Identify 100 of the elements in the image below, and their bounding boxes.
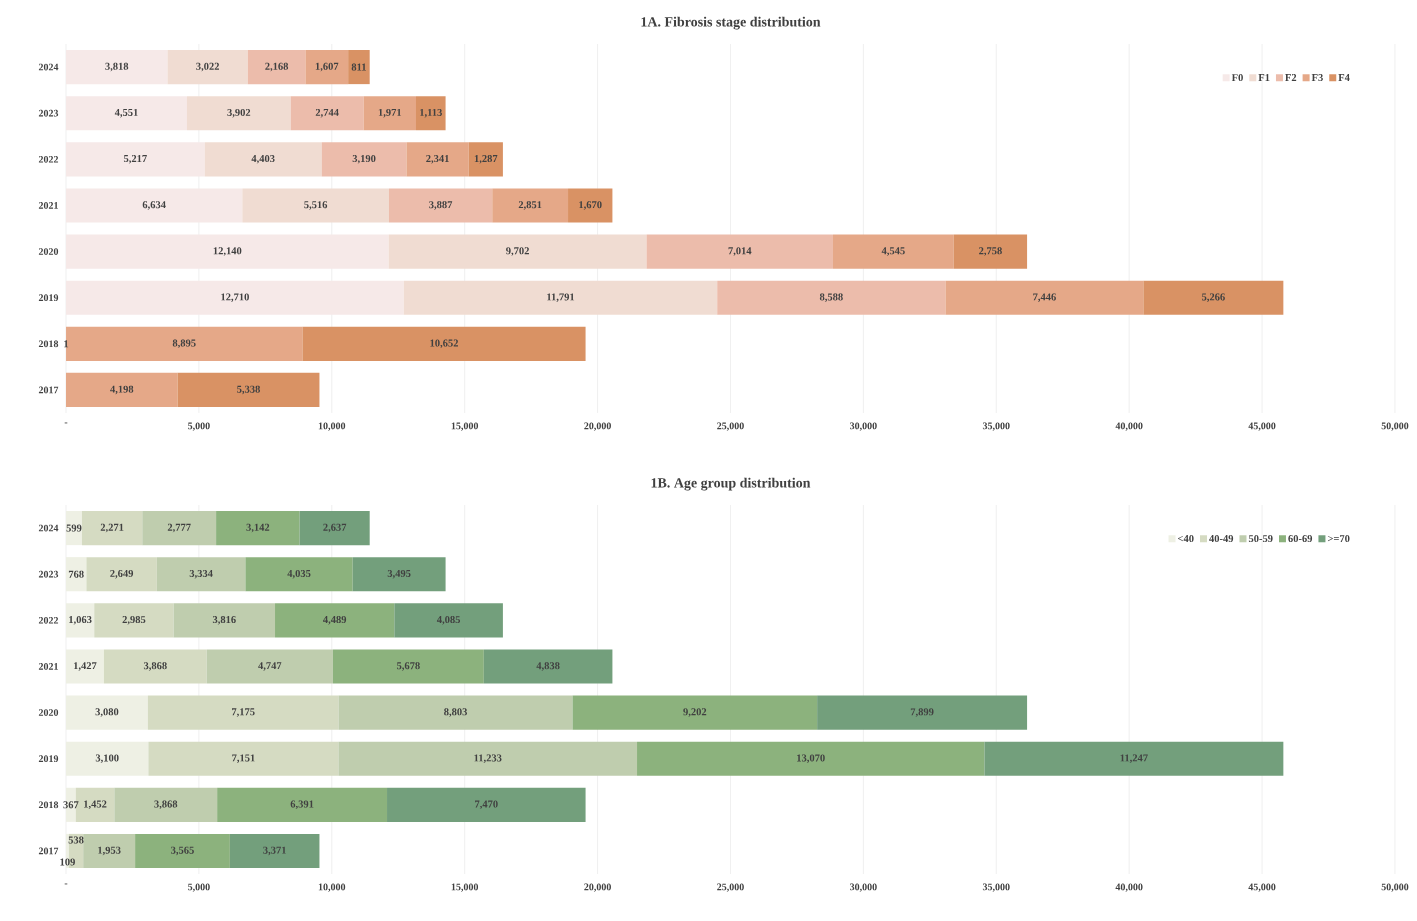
data-label: 9,202 [683, 708, 707, 717]
bar [177, 372, 320, 407]
chart-title: 1A. Fibrosis stage distribution [641, 16, 821, 30]
data-label: 13,070 [797, 754, 825, 763]
x-tick-label: 20,000 [584, 422, 611, 431]
x-tick-label: 35,000 [982, 883, 1010, 892]
data-label: 2,649 [110, 569, 134, 579]
bar [66, 50, 168, 85]
bar [66, 96, 187, 131]
y-tick-label: 2017 [38, 847, 59, 855]
chart-title: 1B. Age group distribution [651, 477, 811, 491]
bar [363, 96, 416, 131]
bar [156, 557, 246, 592]
bar [148, 741, 339, 776]
data-label: 3,868 [143, 662, 167, 671]
bar [204, 142, 322, 177]
data-label: 12,710 [221, 293, 249, 302]
data-label: 2,271 [100, 523, 124, 533]
bar [299, 511, 370, 546]
data-label: 5,678 [396, 662, 420, 671]
y-tick-label: 2022 [38, 616, 59, 624]
bar [114, 787, 218, 822]
bar [216, 511, 300, 546]
legend-label: F4 [1338, 74, 1350, 81]
data-label: 1 [64, 340, 69, 348]
data-label: 4,035 [287, 569, 311, 579]
bar [94, 603, 174, 638]
bar [953, 234, 1028, 269]
bar [338, 741, 638, 776]
data-label: 1,063 [69, 616, 92, 625]
bar [403, 280, 718, 315]
x-tick-label: 20,000 [584, 883, 611, 892]
bar [66, 188, 243, 223]
y-tick-label: 2021 [38, 202, 58, 209]
data-label: 1,287 [474, 155, 498, 164]
bar [321, 142, 407, 177]
bar [406, 142, 469, 177]
bar [147, 695, 339, 730]
data-label: 12,140 [213, 247, 242, 256]
bar [242, 188, 389, 223]
bar [348, 50, 370, 85]
bar [66, 142, 205, 177]
bar [186, 96, 291, 131]
data-label: 2,168 [265, 62, 289, 72]
data-label: 2,341 [426, 155, 449, 164]
legend-label: 60-69 [1288, 535, 1313, 543]
y-tick-label: 2023 [38, 109, 59, 117]
bar [305, 50, 349, 85]
data-label: 538 [68, 836, 84, 844]
bar [388, 188, 493, 223]
bar [637, 741, 985, 776]
y-tick-label: 2021 [38, 663, 58, 670]
bar [387, 787, 586, 822]
bar [66, 280, 404, 315]
data-label: 4,551 [114, 108, 138, 118]
bar [66, 326, 303, 361]
x-tick-label: 10,000 [318, 422, 346, 431]
data-label: 2,637 [323, 523, 347, 533]
data-label: 10,652 [430, 339, 458, 349]
x-tick-label: - [64, 883, 68, 885]
x-tick-label: 15,000 [451, 883, 479, 892]
data-label: 3,868 [154, 800, 178, 810]
bar [945, 280, 1144, 315]
data-label: 1,607 [315, 62, 339, 72]
bar [142, 511, 217, 546]
bar [832, 234, 954, 269]
x-tick-label: - [64, 422, 68, 424]
data-label: 2,851 [518, 201, 542, 210]
data-label: 9,702 [506, 247, 529, 256]
y-tick-label: 2019 [38, 755, 59, 763]
data-label: 3,142 [246, 523, 270, 533]
data-label: 3,371 [263, 846, 286, 856]
legend-label: F2 [1285, 74, 1297, 81]
bar [229, 833, 320, 869]
data-label: 1,670 [579, 201, 602, 210]
bar [415, 96, 446, 131]
bar [86, 557, 157, 592]
data-label: 4,403 [251, 155, 275, 164]
bar [492, 188, 569, 223]
data-label: 5,266 [1201, 293, 1225, 302]
data-label: 2,744 [315, 108, 339, 118]
data-label: 7,151 [232, 754, 255, 763]
y-tick-label: 2020 [38, 709, 59, 716]
data-label: 7,470 [475, 800, 498, 810]
x-tick-label: 50,000 [1381, 883, 1409, 892]
bar [66, 234, 389, 269]
data-label: 3,816 [212, 616, 236, 625]
data-label: 11,247 [1120, 754, 1148, 763]
x-tick-label: 50,000 [1381, 422, 1409, 431]
data-label: 3,902 [227, 108, 251, 118]
bar [217, 787, 388, 822]
data-label: 2,777 [167, 523, 191, 533]
data-label: 3,818 [105, 62, 129, 72]
legend-label: 50-59 [1248, 535, 1273, 543]
bar [247, 50, 306, 85]
bar [206, 649, 333, 684]
x-tick-label: 30,000 [850, 422, 877, 431]
legend-label: F1 [1258, 74, 1270, 81]
data-label: 3,022 [196, 62, 219, 72]
x-tick-label: 10,000 [318, 883, 346, 892]
